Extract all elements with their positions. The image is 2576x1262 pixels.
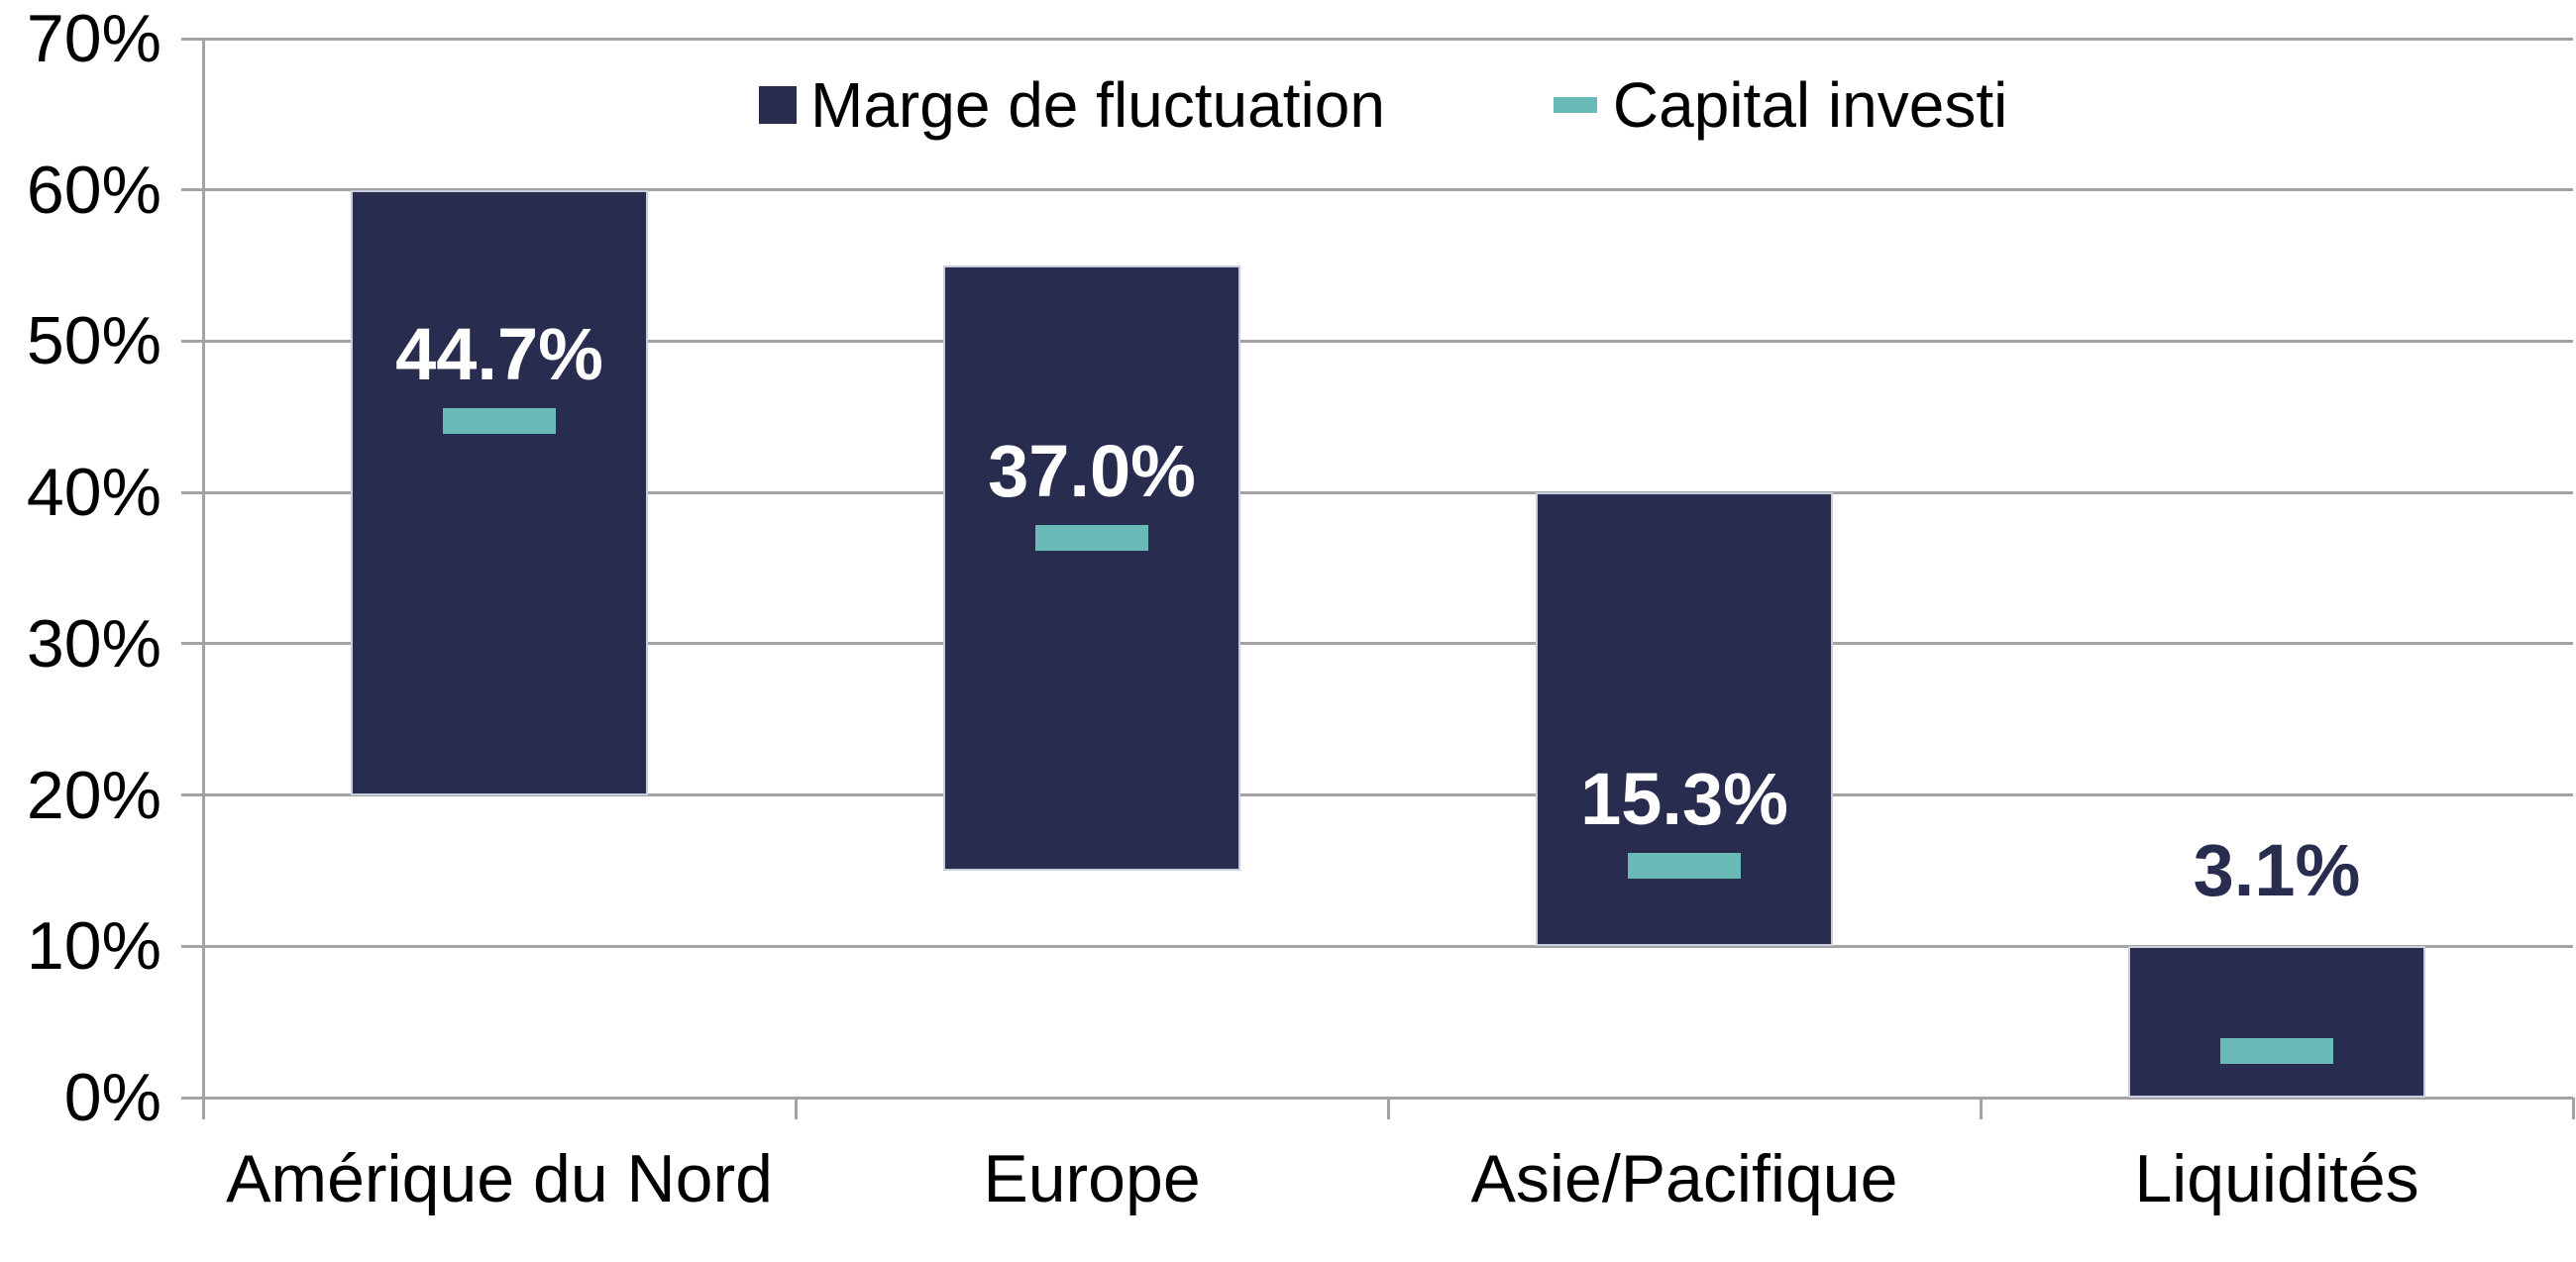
y-axis-tick-mark [181,188,203,192]
range-bar-2 [943,265,1240,871]
gridline [203,490,2573,494]
y-axis-tick-mark [181,37,203,41]
legend-label-marge-de-fluctuation: Marge de fluctuation [810,69,1385,141]
y-axis-tick-mark [181,642,203,646]
gridline [203,944,2573,948]
gridline [203,188,2573,192]
data-label-4: 3.1% [2193,829,2361,912]
data-label-1: 44.7% [395,313,603,396]
legend-square-swatch-icon [759,86,797,124]
y-axis-tick-mark [181,339,203,343]
capital-investi-marker-4 [2220,1037,2333,1064]
gridline [203,339,2573,343]
y-axis-tick-mark [181,793,203,797]
y-axis-tick-mark [181,944,203,948]
gridline [203,793,2573,797]
y-axis-tick-label: 50% [26,303,161,379]
legend-dash-swatch-icon [1553,97,1597,113]
y-axis-tick-label: 0% [63,1060,161,1135]
range-bar-1 [351,189,648,795]
x-axis-tick-mark [1979,1098,1983,1119]
category-label-2: Europe [983,1141,1201,1216]
x-axis-tick-mark [1386,1098,1390,1119]
category-label-3: Asie/Pacifique [1470,1141,1898,1216]
gridline [203,642,2573,646]
y-axis-tick-mark [181,490,203,494]
data-label-2: 37.0% [988,429,1196,512]
legend-entry-capital-investi: Capital investi [1553,68,2008,142]
y-axis-tick-label: 60% [26,152,161,228]
capital-investi-marker-3 [1628,853,1741,880]
legend-entry-marge-de-fluctuation: Marge de fluctuation [759,68,1385,142]
data-label-3: 15.3% [1580,758,1788,841]
y-axis-tick-label: 70% [26,1,161,76]
range-bar-4 [2128,946,2425,1098]
y-axis-tick-label: 10% [26,908,161,985]
y-axis-tick-mark [181,1096,203,1100]
category-label-1: Amérique du Nord [226,1141,773,1216]
y-axis-line [201,39,205,1119]
legend-label-capital-investi: Capital investi [1612,69,2008,141]
y-axis-tick-label: 20% [26,757,161,833]
x-axis-tick-mark [2571,1098,2575,1119]
capital-investi-marker-1 [443,408,556,435]
y-axis-tick-label: 30% [26,605,161,682]
gridline [203,37,2573,41]
legend: Marge de fluctuation Capital investi [759,67,2007,143]
category-label-4: Liquidités [2134,1141,2419,1216]
capital-investi-marker-2 [1035,524,1148,551]
x-axis-tick-mark [794,1098,798,1119]
y-axis-tick-label: 40% [26,455,161,531]
